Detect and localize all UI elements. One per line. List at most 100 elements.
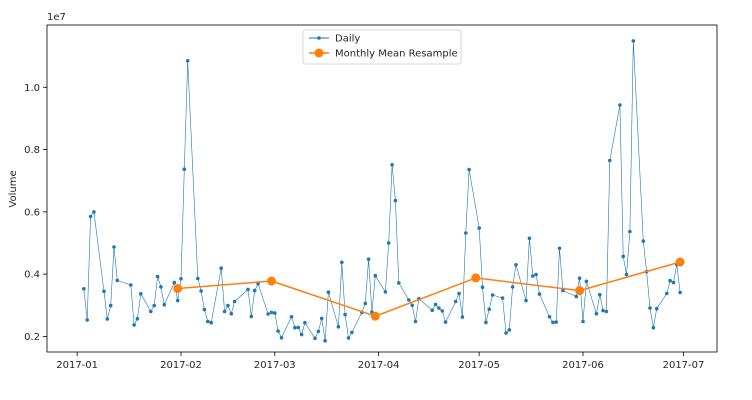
monthly-mean-point bbox=[575, 286, 585, 296]
y-tick-label: 0.2 bbox=[24, 332, 40, 343]
daily-point bbox=[537, 292, 542, 296]
daily-point bbox=[524, 298, 528, 303]
monthly-mean-point bbox=[675, 257, 685, 267]
daily-point bbox=[162, 302, 167, 307]
daily-point bbox=[460, 315, 465, 319]
daily-point bbox=[323, 339, 327, 343]
daily-point bbox=[484, 320, 488, 325]
monthly-mean-point bbox=[173, 284, 183, 293]
daily-point bbox=[437, 306, 441, 310]
daily-point bbox=[343, 312, 347, 317]
daily-point bbox=[554, 320, 558, 324]
x-tick-label: 2017-04 bbox=[358, 360, 400, 371]
daily-point bbox=[561, 288, 565, 293]
daily-point bbox=[92, 210, 96, 214]
monthly-mean-point bbox=[267, 276, 276, 286]
y-tick-label: 0.8 bbox=[24, 145, 40, 156]
daily-point bbox=[299, 332, 304, 337]
daily-point bbox=[273, 311, 277, 315]
daily-point bbox=[671, 280, 676, 285]
daily-point bbox=[551, 320, 555, 325]
y-tick-label: 1.0 bbox=[24, 83, 40, 94]
legend: Daily Monthly Mean Resample bbox=[302, 29, 462, 65]
daily-point bbox=[135, 316, 140, 321]
daily-point bbox=[350, 330, 354, 335]
daily-point bbox=[457, 291, 461, 296]
daily-point bbox=[574, 294, 579, 299]
legend-monthly-label: Monthly Mean Resample bbox=[335, 49, 458, 60]
daily-point bbox=[256, 282, 260, 286]
daily-point bbox=[393, 198, 398, 203]
daily-point bbox=[500, 296, 505, 300]
legend-daily-label: Daily bbox=[335, 34, 360, 45]
daily-point bbox=[229, 311, 234, 316]
daily-point bbox=[453, 299, 458, 304]
daily-point bbox=[628, 229, 632, 234]
daily-point bbox=[366, 257, 371, 262]
daily-point bbox=[149, 309, 153, 314]
daily-point bbox=[289, 315, 294, 319]
daily-point bbox=[209, 320, 213, 325]
daily-point bbox=[102, 289, 106, 294]
daily-point bbox=[182, 167, 187, 171]
daily-point bbox=[226, 303, 230, 308]
daily-point bbox=[88, 214, 93, 219]
daily-point bbox=[407, 298, 411, 302]
daily-point bbox=[665, 291, 669, 296]
daily-point bbox=[266, 312, 270, 316]
daily-point bbox=[276, 329, 280, 333]
daily-point bbox=[179, 277, 183, 281]
x-tick-label: 2017-06 bbox=[562, 360, 604, 371]
daily-point bbox=[336, 325, 341, 329]
daily-point bbox=[293, 325, 297, 330]
daily-point bbox=[618, 103, 622, 107]
legend-monthly-swatch-marker bbox=[314, 48, 324, 58]
daily-point bbox=[206, 319, 210, 324]
daily-point bbox=[641, 239, 646, 243]
monthly-mean-series-line bbox=[177, 261, 681, 317]
daily-point bbox=[581, 319, 585, 324]
daily-point bbox=[85, 318, 89, 322]
daily-point bbox=[129, 283, 133, 287]
monthly-mean-point bbox=[370, 311, 380, 321]
daily-point bbox=[175, 298, 180, 303]
daily-point bbox=[363, 301, 368, 306]
daily-point bbox=[531, 274, 535, 278]
daily-point bbox=[397, 281, 401, 285]
daily-point bbox=[313, 336, 317, 341]
daily-point bbox=[440, 309, 445, 313]
y-tick-label: 0.4 bbox=[24, 270, 40, 281]
daily-point bbox=[246, 287, 250, 292]
x-tick-label: 2017-02 bbox=[160, 360, 202, 371]
daily-point bbox=[139, 292, 143, 296]
daily-point bbox=[510, 285, 515, 289]
daily-point bbox=[185, 59, 190, 63]
daily-point bbox=[433, 302, 438, 307]
daily-point bbox=[303, 320, 307, 325]
daily-point bbox=[577, 276, 582, 281]
daily-point bbox=[598, 292, 602, 297]
daily-point bbox=[601, 308, 605, 313]
plot-area bbox=[46, 24, 718, 353]
daily-point bbox=[108, 303, 113, 308]
daily-point bbox=[152, 303, 156, 308]
daily-point bbox=[132, 323, 136, 327]
daily-point bbox=[219, 266, 223, 271]
y-tick-label: 0.6 bbox=[24, 207, 40, 218]
legend-daily-swatch-marker bbox=[317, 36, 321, 40]
daily-point bbox=[480, 285, 485, 290]
daily-point bbox=[487, 307, 492, 312]
daily-point bbox=[467, 167, 471, 172]
y-multiplier-label: 1e7 bbox=[47, 12, 66, 23]
daily-point bbox=[269, 310, 274, 315]
x-tick-label: 2017-07 bbox=[663, 360, 705, 371]
daily-point bbox=[504, 331, 508, 335]
daily-point bbox=[621, 254, 625, 259]
daily-point bbox=[202, 307, 207, 312]
daily-point bbox=[232, 299, 237, 304]
daily-point bbox=[490, 293, 495, 297]
daily-point bbox=[477, 226, 482, 230]
daily-point bbox=[319, 316, 324, 321]
daily-point bbox=[604, 309, 609, 314]
